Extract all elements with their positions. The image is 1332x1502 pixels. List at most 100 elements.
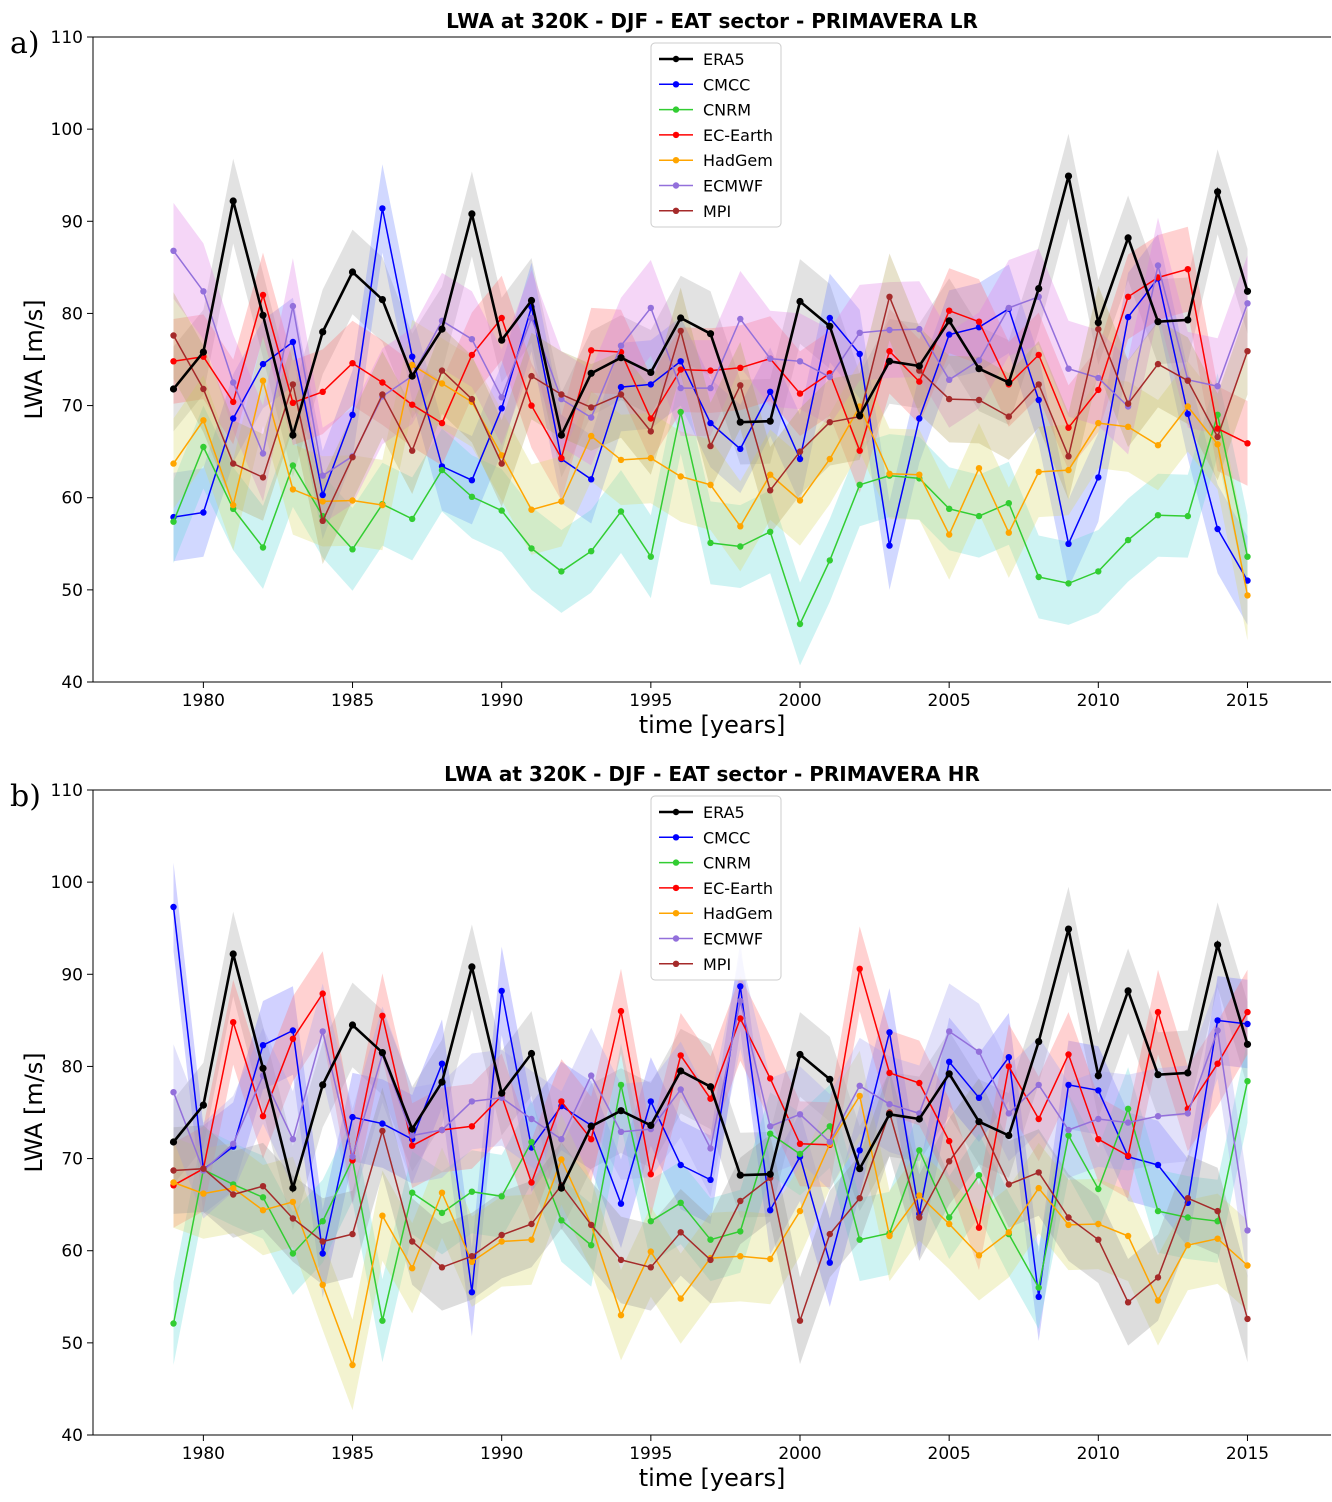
y-tick-label: 90 (61, 965, 83, 985)
data-point-era5 (617, 354, 625, 362)
legend-marker-mpi (672, 207, 680, 214)
series-mpi (170, 293, 1251, 524)
data-point-ec-earth (1065, 424, 1072, 431)
data-point-ec-earth (170, 358, 177, 365)
data-point-ec-earth (379, 1012, 386, 1019)
x-tick-label: 2015 (1226, 691, 1269, 711)
band-ecmwf (173, 202, 1248, 524)
data-point-era5 (319, 1081, 327, 1089)
legend-marker-ecmwf (672, 182, 680, 189)
data-point-cnrm (468, 1188, 476, 1195)
data-point-cnrm (1154, 512, 1162, 519)
y-axis-label: LWA [m/s] (20, 1052, 48, 1172)
data-point-ec-earth (737, 1015, 744, 1022)
data-point-ec-earth (319, 990, 326, 997)
data-point-ecmwf (289, 302, 297, 310)
legend-box (650, 795, 782, 981)
data-point-ec-earth (946, 307, 953, 314)
data-point-hadgem (200, 1190, 207, 1197)
data-point-cnrm (289, 1250, 297, 1257)
data-point-hadgem (1065, 1221, 1072, 1229)
data-point-cmcc (289, 338, 297, 346)
data-point-cnrm (1095, 1185, 1102, 1193)
x-tick-label: 1990 (480, 1444, 523, 1464)
legend-label-cnrm: CNRM (703, 101, 751, 120)
data-point-mpi (916, 1214, 923, 1221)
data-point-cmcc (319, 491, 326, 499)
series-ec-earth (170, 266, 1251, 462)
data-point-ec-earth (1124, 293, 1132, 300)
data-point-hadgem (886, 1232, 893, 1240)
data-point-era5 (1184, 1069, 1192, 1077)
data-point-ec-earth (289, 1035, 297, 1042)
data-point-hadgem (588, 432, 595, 440)
data-point-era5 (885, 1110, 894, 1118)
data-point-era5 (796, 1050, 804, 1059)
uncertainty-bands (173, 133, 1248, 666)
data-point-ecmwf (1005, 1110, 1012, 1117)
data-point-era5 (229, 197, 237, 205)
data-point-cmcc (1214, 1017, 1221, 1024)
data-point-mpi (737, 382, 744, 389)
legend-label-hadgem: HadGem (703, 904, 773, 923)
data-point-hadgem (528, 1236, 535, 1243)
data-point-cmcc (707, 419, 714, 427)
data-point-cnrm (796, 1150, 804, 1158)
data-point-mpi (230, 1191, 237, 1198)
legend-marker-hadgem (672, 910, 680, 917)
data-point-mpi (528, 372, 535, 380)
data-point-hadgem (826, 455, 833, 463)
data-point-era5 (169, 385, 178, 393)
legend-label-mpi: MPI (703, 955, 731, 974)
data-point-mpi (230, 460, 237, 467)
data-point-ecmwf (737, 315, 744, 323)
data-point-cmcc (498, 405, 505, 412)
data-point-era5 (856, 412, 864, 420)
data-point-hadgem (737, 523, 744, 530)
data-point-ecmwf (916, 325, 923, 333)
data-point-cmcc (1035, 396, 1042, 404)
data-point-hadgem (1244, 1262, 1251, 1269)
data-point-mpi (796, 1317, 804, 1324)
data-point-mpi (319, 517, 326, 524)
data-point-hadgem (796, 497, 804, 504)
data-point-mpi (588, 404, 595, 411)
data-point-hadgem (1124, 1232, 1132, 1240)
data-point-era5 (527, 296, 536, 305)
data-point-hadgem (1244, 592, 1251, 599)
legend-marker-mpi (672, 960, 680, 967)
data-point-era5 (736, 1171, 744, 1179)
x-tick-label: 2010 (1077, 691, 1120, 711)
data-point-hadgem (1184, 1242, 1192, 1249)
data-point-cnrm (438, 1209, 446, 1217)
data-point-ec-earth (617, 1007, 625, 1015)
data-point-ecmwf (558, 1136, 565, 1143)
data-point-ec-earth (498, 314, 505, 322)
data-point-mpi (200, 1165, 207, 1172)
data-point-cnrm (558, 1217, 565, 1224)
data-point-era5 (885, 357, 894, 365)
data-point-ec-earth (468, 1123, 476, 1130)
data-point-ec-earth (1184, 266, 1192, 273)
data-point-mpi (170, 332, 177, 339)
data-point-cnrm (379, 1317, 386, 1324)
legend-box (650, 42, 782, 228)
data-point-cnrm (946, 505, 953, 512)
data-point-ec-earth (1095, 386, 1102, 394)
data-point-hadgem (289, 1198, 297, 1206)
data-point-cmcc (230, 415, 237, 422)
data-point-cnrm (856, 481, 863, 488)
x-tick-label: 1995 (629, 691, 672, 711)
x-tick-label: 2000 (778, 691, 821, 711)
data-point-era5 (945, 1070, 953, 1078)
data-point-cmcc (826, 314, 833, 322)
data-point-era5 (677, 314, 685, 322)
data-point-era5 (647, 1121, 655, 1129)
y-tick-label: 60 (61, 1242, 83, 1262)
data-point-cmcc (1005, 1054, 1012, 1061)
data-point-cnrm (737, 543, 744, 550)
y-tick-label: 70 (61, 397, 83, 417)
data-point-cnrm (409, 515, 416, 523)
data-point-ec-earth (319, 388, 326, 395)
data-point-mpi (647, 1264, 654, 1271)
